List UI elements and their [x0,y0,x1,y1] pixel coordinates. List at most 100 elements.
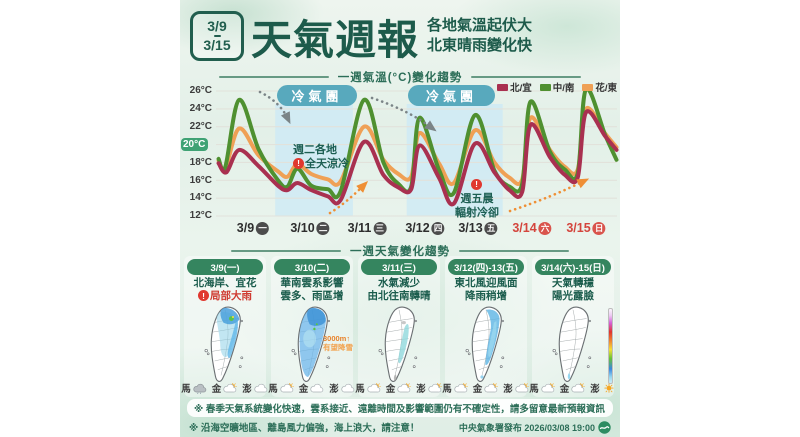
daily-panels: 3/9(一) 北海岸、宜花 ! 局部大雨 馬 金 澎 [181,256,617,397]
panel-line2: 降雨稍增 [465,290,507,303]
legend-chip [539,83,551,91]
island-kinmen: 金 [386,381,413,395]
divider-line [459,250,569,252]
ytick-26: 26°C [189,85,212,96]
weekday-badge: 六 [538,221,552,235]
panel-date-pill: 3/9(一) [187,259,263,275]
date-start: 3/9 [207,18,227,35]
date-range-box: 3/9 3/15 [190,11,244,61]
chart-canvas [216,86,619,217]
publisher-line: 中央氣象署發布 2026/03/08 19:00 [459,420,611,434]
taiwan-map-rain-3-10 [277,305,347,385]
footer-note-2: ※ 沿海空曠地區、離島風力偏強，海上浪大，請注意！ [189,423,420,434]
cwa-logo [598,420,611,434]
temperature-chart: 北/宜 中/南 花/東 26°C 24°C 22°C 20°C 18°C 16°… [180,83,620,240]
panel-date-pill: 3/12(四)-13(五) [448,259,524,275]
divider-line [471,76,582,78]
panel-3-9: 3/9(一) 北海岸、宜花 ! 局部大雨 馬 金 澎 [181,256,266,397]
island-kinmen: 金 [560,381,587,395]
temp-section-title: 一週氣溫(°C)變化趨勢 [337,72,463,84]
legend-chip [497,83,509,91]
panel-line2: 雲多、雨區增 [280,290,344,303]
taiwan-map-rain-3-14-15 [538,305,608,385]
ytick-12: 12°C [189,210,212,221]
panel-date-pill: 3/14(六)-15(日) [535,259,611,275]
subtitle-line1: 各地氣溫起伏大 [427,16,533,34]
date-dash [213,34,221,38]
annotation-friday-radiative-cooling: ! 週五晨 輻射冷卻 [455,179,499,219]
panel-line2-alert: ! 局部大雨 [184,290,266,304]
taiwan-map-rain-3-11 [364,305,434,385]
warming-arrow-1 [328,180,369,215]
cloud-icon [309,383,325,394]
island-penghu: 澎 [329,381,356,395]
cold-air-mass-pill-1: 冷氣團 [277,85,357,106]
ytick-18: 18°C [189,157,212,168]
island-penghu: 澎 [590,381,617,395]
subtitle-line2: 北東晴雨變化快 [427,37,533,54]
precipitation-scale [608,308,613,384]
date-end: 3/15 [203,37,231,54]
weekday-badge: 一 [256,221,270,235]
page-title: 天氣週報 [251,17,419,63]
legend-chip [582,83,594,91]
taiwan-map-rain-3-9 [190,305,260,385]
cold-air-mass-pill-2: 冷氣團 [408,85,495,106]
alert-icon: ! [471,179,482,190]
panel-line1: 天氣轉穩 [552,277,594,289]
weekday-badge: 三 [373,221,387,235]
sun-cloud-icon [279,383,295,394]
legend-item-east: 花/東 [582,80,617,94]
weekly-section-title: 一週天氣變化趨勢 [350,246,450,258]
divider-line [218,76,329,78]
island-matsu: 馬 [442,381,469,395]
weekday-badge: 日 [592,221,606,235]
panel-3-12-13: 3/12(四)-13(五) 東北風迎風面 降雨稍增 馬 金 澎 [442,256,530,397]
island-penghu: 澎 [503,381,530,395]
panel-date-pill: 3/11(三) [361,259,437,275]
warming-arrow-2 [508,178,590,213]
island-matsu: 馬 [529,381,556,395]
sun-cloud-icon [366,383,382,394]
islands-row: 馬 金 澎 [181,381,266,395]
ytick-16: 16°C [189,175,212,186]
x-axis: 3/9 一 3/10 二 3/11 三 3/12 四 3/13 五 3/14 六 3/15 日 [180,221,620,239]
footer: ※ 春季天氣系統變化快速，雲系接近、遠離時間及影響範圍仍有不確定性，請多留意最新… [187,399,613,434]
footer-note-1: ※ 春季天氣系統變化快速，雲系接近、遠離時間及影響範圍仍有不確定性，請多留意最新… [187,399,613,417]
sun-cloud-icon [427,383,443,394]
panel-line1: 東北風迎風面 [454,277,518,289]
alert-icon: ! [293,157,304,169]
infographic-card: 3/9 3/15 天氣週報 各地氣溫起伏大 北東晴雨變化快 一週氣溫(°C)變化… [180,0,620,437]
panel-line2: 由北往南轉晴 [367,290,431,303]
island-kinmen: 金 [473,381,500,395]
panel-line1: 華南雲系影響 [280,277,344,289]
cooling-arrow-1 [258,90,291,125]
chart-legend: 北/宜 中/南 花/東 [497,80,617,94]
weekday-badge: 五 [484,221,498,235]
ytick-14: 14°C [189,192,212,203]
divider-line [231,250,341,252]
chart-arrows [258,90,590,215]
cloud-icon [340,383,356,394]
island-kinmen: 金 [212,381,239,395]
xtick-3-11: 3/11 三 [348,221,387,235]
taiwan-map-rain-3-12-13 [451,305,521,385]
alert-icon: ! [198,290,209,302]
islands-row: 馬 金 澎 [268,381,356,395]
xtick-3-15: 3/15 日 [566,221,606,235]
panel-date-pill: 3/10(二) [274,259,350,275]
sun-cloud-icon [514,383,530,394]
panel-line2: 陽光露臉 [552,290,594,303]
rain-cloud-icon [192,383,208,394]
panel-line1: 水氣減少 [378,277,420,289]
island-penghu: 澎 [416,381,443,395]
islands-row: 馬 金 澎 [442,381,530,395]
sun-cloud-icon [453,383,469,394]
weekly-section-divider: 一週天氣變化趨勢 [180,243,620,259]
island-matsu: 馬 [181,381,208,395]
islands-row: 馬 金 澎 [355,381,443,395]
sun-cloud-icon [483,383,499,394]
xtick-3-9: 3/9 一 [237,221,270,235]
xtick-3-13: 3/13 五 [458,221,498,235]
legend-item-central-south: 中/南 [539,80,574,94]
